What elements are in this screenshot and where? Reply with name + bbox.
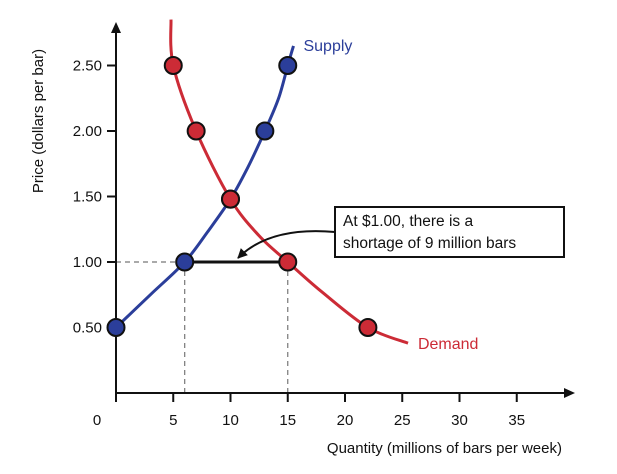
annotation-box [334, 206, 565, 258]
x-tick-label: 0 [93, 412, 101, 429]
annotation-line-1: At $1.00, there is a [343, 213, 473, 230]
x-tick-label: 25 [394, 412, 411, 429]
y-tick-label: 1.50 [73, 189, 102, 206]
y-tick-label: 1.00 [73, 254, 102, 271]
demand-point [186, 121, 206, 141]
x-tick-label: 35 [508, 412, 525, 429]
supply-point [106, 318, 126, 337]
demand-label: Demand [418, 336, 478, 353]
x-tick-label: 5 [169, 412, 177, 429]
y-tick-label: 0.50 [73, 320, 102, 337]
x-tick-label: 10 [222, 412, 239, 429]
demand-curve [169, 19, 409, 345]
demand-point [163, 56, 183, 75]
demand-point [221, 189, 240, 209]
demand-point [278, 252, 298, 272]
annotation-arrow [237, 230, 336, 259]
guide-lines [116, 261, 289, 393]
supply-curve [114, 45, 295, 329]
y-tick-label: 2.00 [73, 123, 102, 140]
y-tick-label: 2.50 [73, 58, 102, 75]
x-tick-label: 20 [337, 412, 354, 429]
supply-point [175, 252, 195, 272]
annotation-line-2: shortage of 9 million bars [343, 235, 516, 252]
shortage-annotation: At $1.00, there is a shortage of 9 milli… [237, 206, 565, 259]
axis-ticks: 0.50 1.00 1.50 2.00 2.50 0 5 10 15 20 25 30 35 [73, 58, 525, 430]
x-tick-label: 15 [279, 412, 296, 429]
x-tick-label: 30 [451, 412, 468, 429]
y-axis-title: Price (dollars per bar) [30, 49, 47, 193]
demand-point [358, 318, 378, 337]
supply-label: Supply [303, 38, 352, 55]
supply-point [278, 56, 298, 75]
curves: Supply Demand [114, 19, 478, 353]
data-points [106, 56, 378, 337]
y-axis-arrow [111, 22, 121, 33]
supply-point [255, 121, 275, 141]
x-axis-arrow [564, 388, 575, 398]
x-axis-title: Quantity (millions of bars per week) [327, 440, 562, 457]
